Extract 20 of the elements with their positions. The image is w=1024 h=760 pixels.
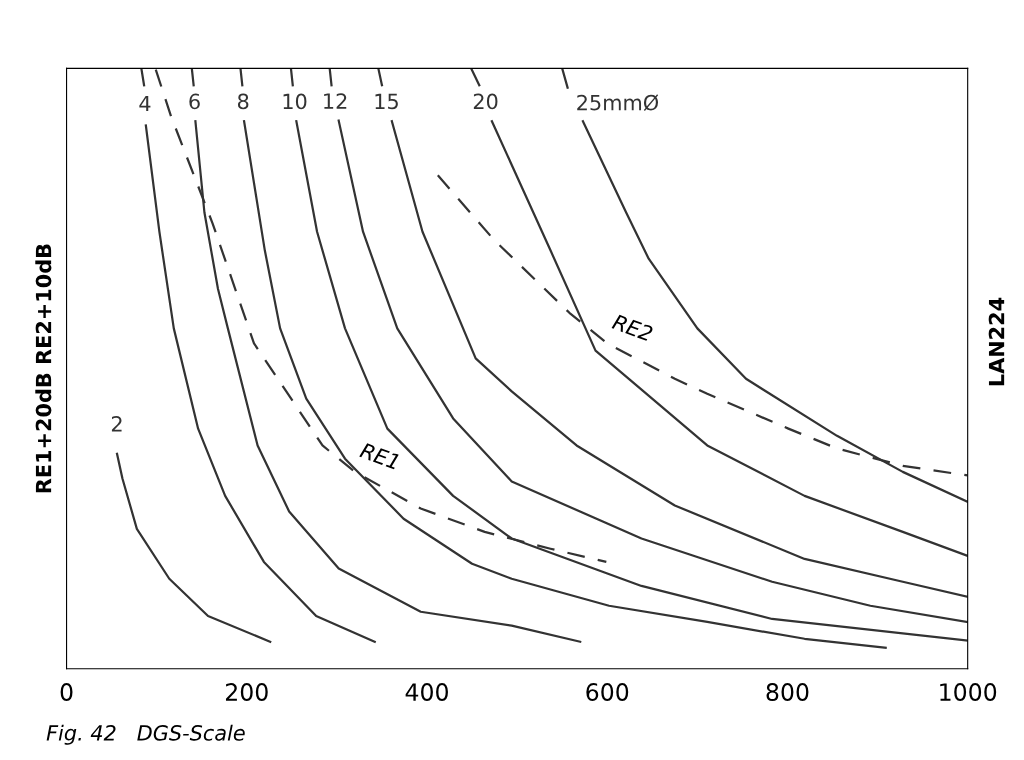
y-axis-title: RE1+20dB RE2+10dB	[35, 244, 52, 493]
series-label: 25mmØ	[577, 94, 659, 111]
series-label: 20	[473, 93, 498, 110]
series-label: 6	[189, 93, 200, 110]
x-tick-label: 200	[225, 683, 268, 701]
series-label: 4	[139, 95, 151, 112]
x-tick-label: 1000	[940, 683, 997, 701]
annotation: RE1	[359, 442, 400, 470]
x-tick-label: 600	[586, 683, 629, 701]
annotation: RE2	[611, 313, 654, 342]
series-label: 8	[237, 93, 249, 110]
x-tick-label: 400	[405, 683, 448, 701]
series-label: 15	[375, 93, 398, 110]
caption: Fig. 42 DGS-Scale	[46, 724, 245, 745]
series-label: 10	[283, 93, 307, 110]
text: LAN224	[988, 297, 1005, 386]
series-label: 12	[324, 93, 347, 109]
x-tick-label: 0	[60, 683, 73, 701]
series-label: 2	[111, 416, 122, 432]
x-tick-label: 800	[766, 683, 809, 701]
